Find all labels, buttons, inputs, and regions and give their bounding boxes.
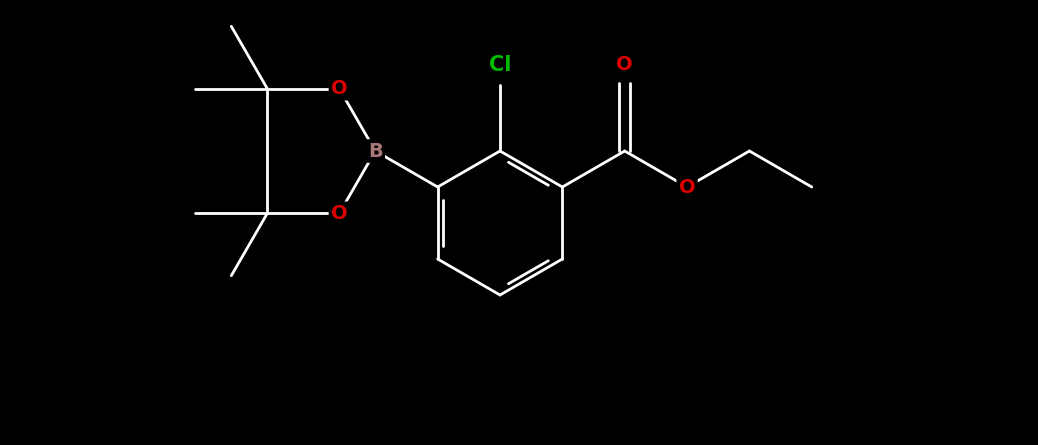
Text: Cl: Cl xyxy=(489,55,511,75)
Text: B: B xyxy=(367,142,383,161)
Text: O: O xyxy=(331,79,348,98)
Text: O: O xyxy=(679,178,695,197)
Text: O: O xyxy=(331,204,348,223)
Text: O: O xyxy=(617,55,633,74)
